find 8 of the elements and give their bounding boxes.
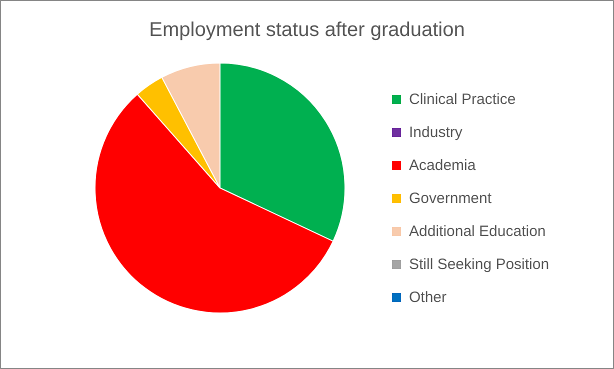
legend-label: Clinical Practice <box>409 90 516 108</box>
legend-label: Academia <box>409 156 476 174</box>
legend-label: Other <box>409 288 447 306</box>
legend-label: Industry <box>409 124 463 141</box>
legend-label: Still Seeking Position <box>409 256 550 273</box>
legend-label: Government <box>409 190 492 207</box>
chart-title: Employment status after graduation <box>149 19 465 41</box>
legend-label: Additional Education <box>409 222 546 240</box>
